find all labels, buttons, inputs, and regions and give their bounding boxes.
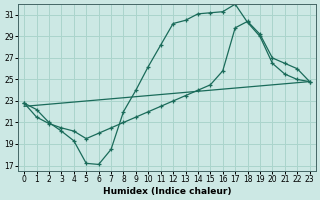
X-axis label: Humidex (Indice chaleur): Humidex (Indice chaleur) — [103, 187, 231, 196]
